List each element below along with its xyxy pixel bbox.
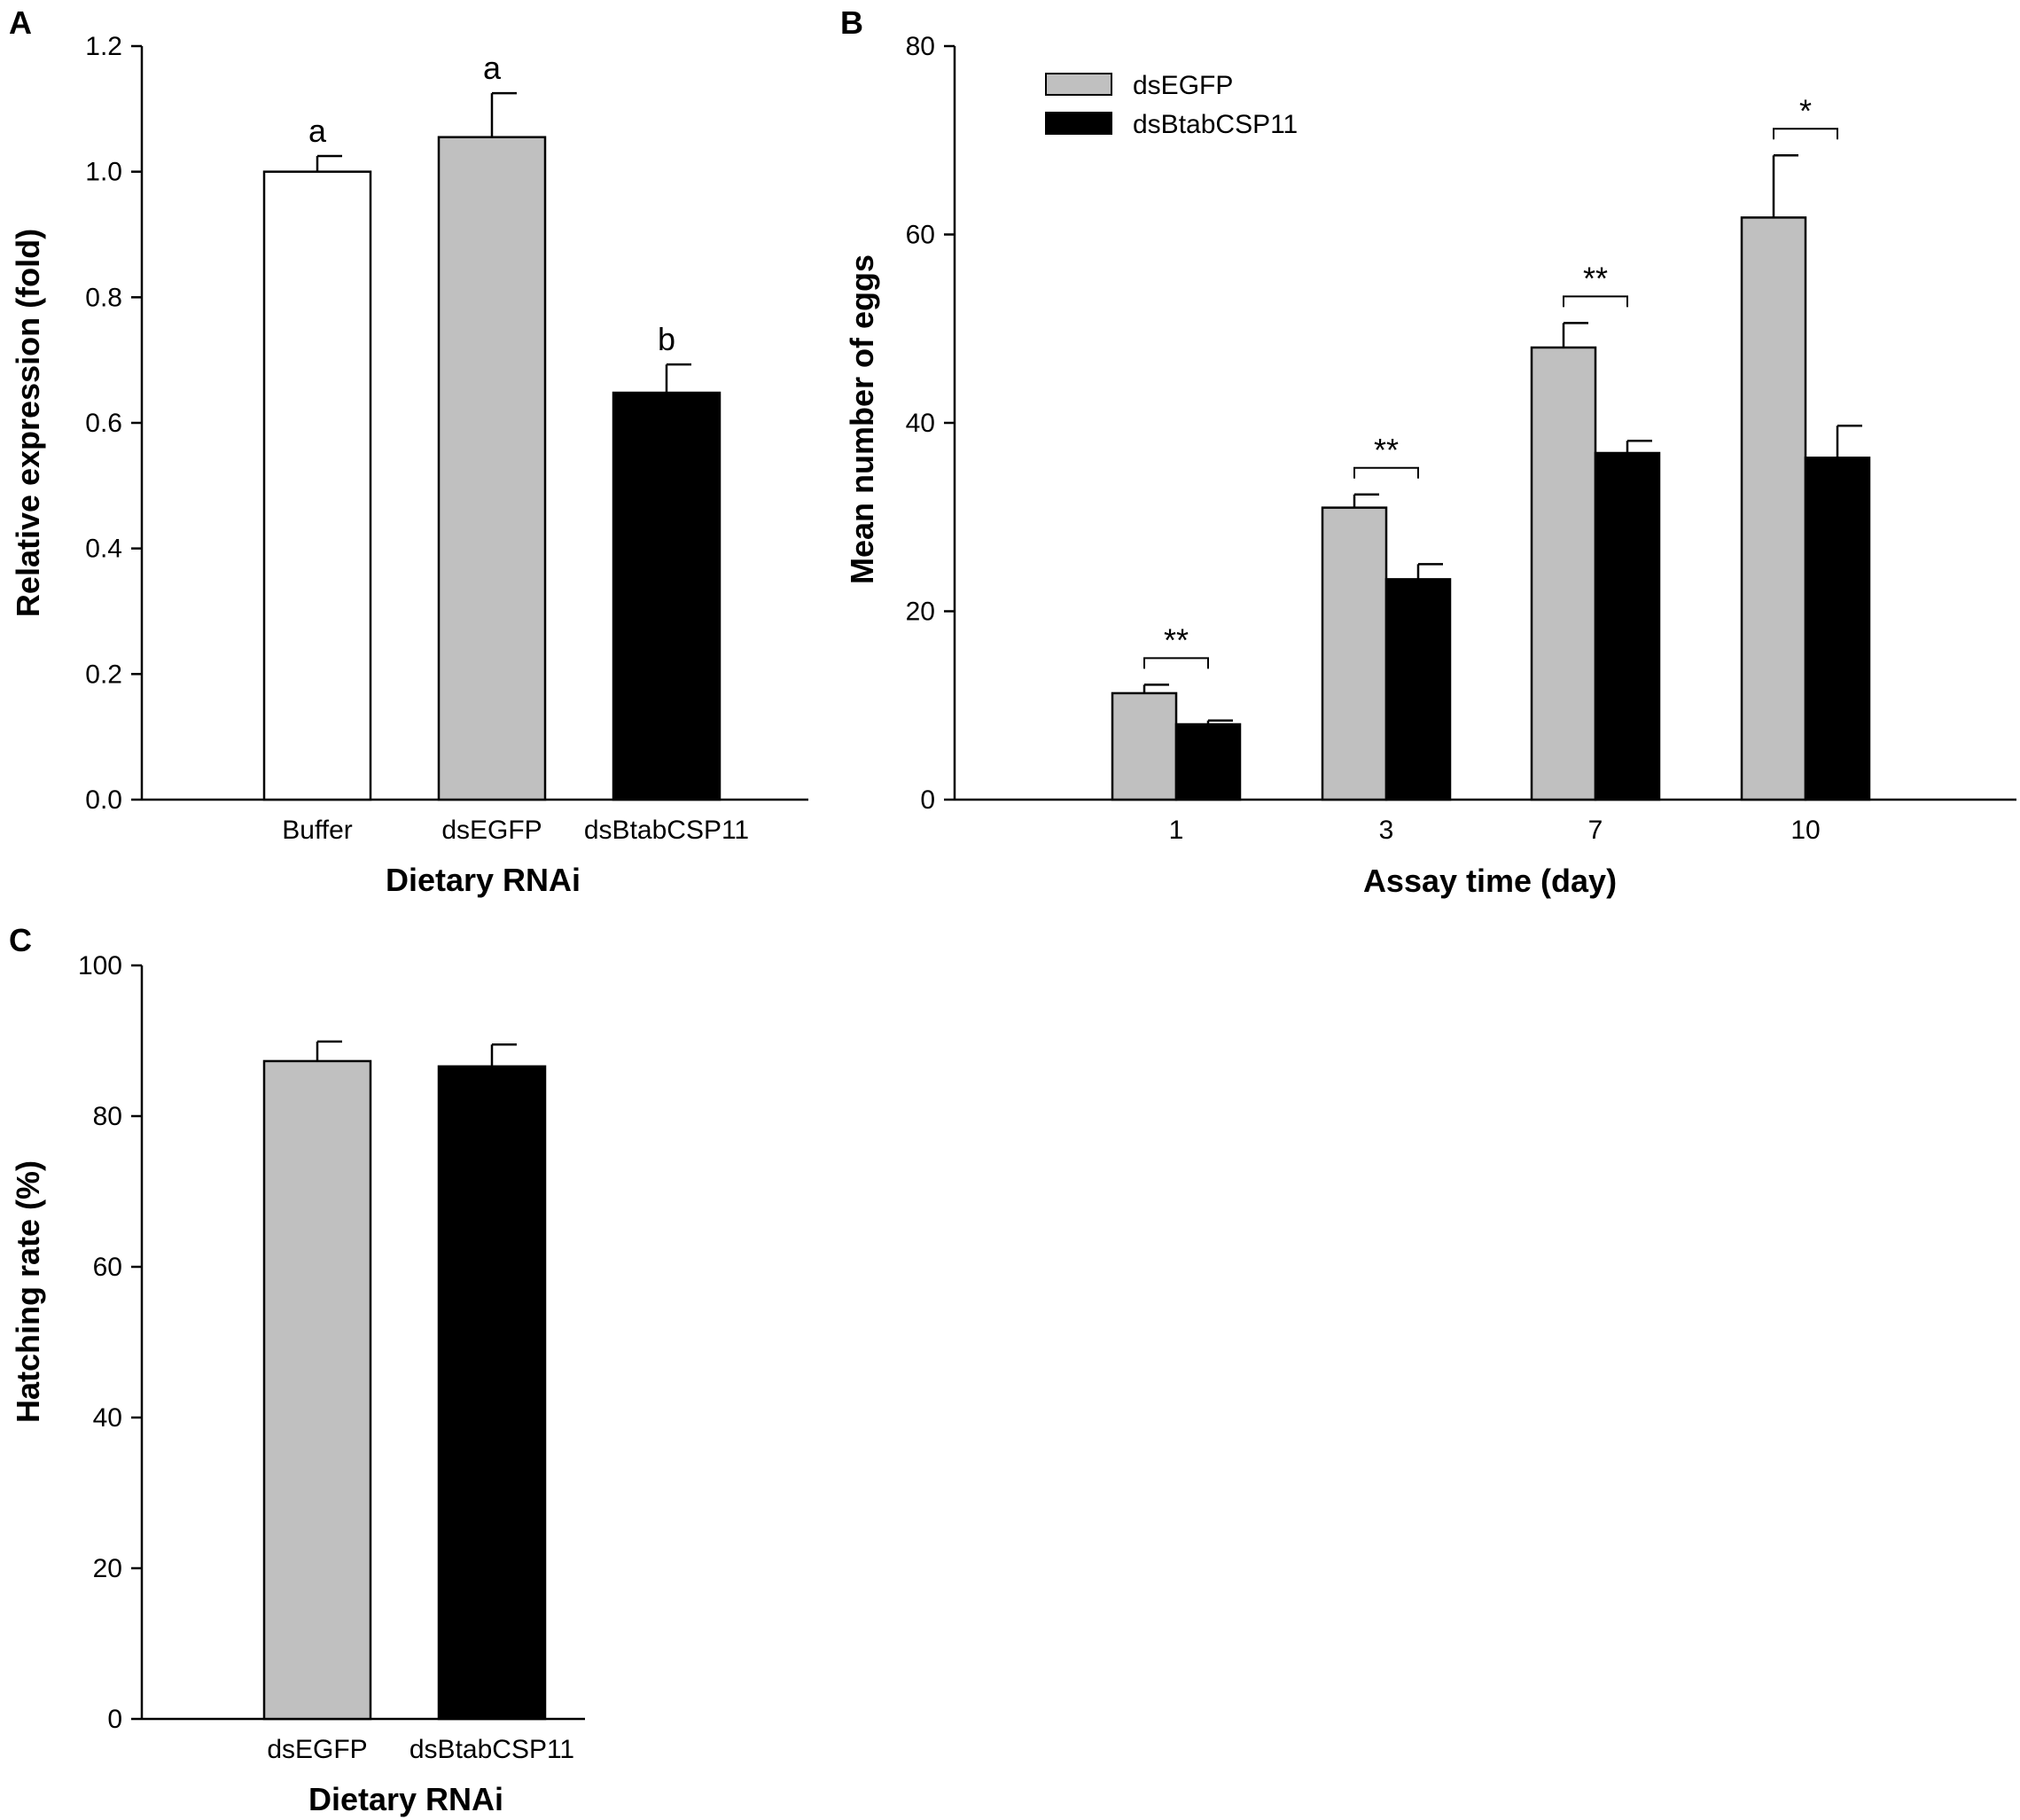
panel-b-bar [1804,457,1871,801]
legend-label-dsbtabcsp11: dsBtabCSP11 [1133,110,1298,139]
panel-c-label: C [9,922,32,958]
panel-a-y-axis-title: Relative expression (fold) [10,229,46,617]
panel-a-y-tick-label: 0.0 [85,785,122,815]
panel-a-x-tick-label: dsEGFP [441,816,542,845]
panel-b-significance-marker: ** [1374,432,1399,468]
panel-c-bar [437,1065,547,1721]
panel-a-bars: a a b [262,50,721,801]
panel-c-bars [262,1040,547,1721]
panel-b-bar [1530,346,1597,801]
panel-b-significance-bracket [1143,657,1209,669]
panel-a-y-tick-label: 0.2 [85,660,122,689]
panel-b-x-tick-label: 1 [1169,816,1184,845]
panel-c-y-tick-label: 100 [78,951,122,980]
panel-a: A 0.0 0.2 0.4 0.6 0.8 1.0 1.2 a a b Buffer dsEGFP… [9,4,808,898]
panel-b-x-axis-title: Assay time (day) [1363,863,1617,899]
panel-b-significance-marker: * [1799,92,1812,129]
panel-a-x-axis-title: Dietary RNAi [386,862,581,898]
panel-c-y-tick-label: 60 [93,1253,122,1282]
panel-a-y-tick-label: 0.4 [85,535,122,564]
panel-b-y-axis-title: Mean number of eggs [844,254,880,584]
panel-c-bar [262,1059,372,1721]
panel-b-x-tick-label: 10 [1790,816,1820,845]
panel-c-y-tick-label: 40 [93,1403,122,1433]
panel-b-y-tick-label: 0 [920,785,935,815]
panel-a-bar [612,391,721,801]
legend-label-dsegfp: dsEGFP [1133,71,1233,100]
panel-b-y-ticks: 0 20 40 60 80 [906,32,955,815]
panel-a-bar [437,136,547,801]
panel-b-y-tick-label: 60 [906,221,935,250]
panel-c-y-tick-label: 0 [107,1705,122,1734]
panel-c-x-axis-title: Dietary RNAi [308,1781,503,1817]
panel-b-legend: dsEGFP dsBtabCSP11 [1045,71,1298,139]
panel-b-bar [1740,216,1807,801]
panel-c-x-tick-label: dsEGFP [267,1735,367,1764]
panel-c-y-tick-label: 80 [93,1102,122,1131]
legend-swatch-dsbtabcsp11 [1045,112,1112,135]
panel-c: C 0 20 40 60 80 100 dsEGFP dsBtabCSP11 Dietary… [9,922,585,1817]
panel-b-x-tick-label: 7 [1588,816,1603,845]
panel-b-bar [1384,578,1452,801]
panel-a-x-tick-label: dsBtabCSP11 [584,816,749,845]
panel-c-y-ticks: 0 20 40 60 80 100 [78,951,142,1734]
panel-b-significance-marker: ** [1164,621,1189,658]
panel-a-label: A [9,4,32,41]
panel-b-bar [1321,506,1388,801]
panel-b-y-tick-label: 20 [906,598,935,627]
panel-a-x-tick-label: Buffer [282,816,353,845]
panel-a-bar [262,170,372,801]
panel-a-y-tick-label: 1.0 [85,158,122,187]
panel-a-group-letter: a [483,50,502,86]
legend-swatch-dsegfp [1045,73,1112,96]
panel-b-significance-bracket [1563,295,1628,308]
panel-a-y-tick-label: 0.8 [85,283,122,312]
panel-a-y-ticks: 0.0 0.2 0.4 0.6 0.8 1.0 1.2 [85,32,142,815]
panel-c-x-tick-labels: dsEGFP dsBtabCSP11 [267,1735,574,1764]
panel-b-significance-bracket [1773,128,1838,140]
panel-b-significance: ******* [1143,92,1838,669]
panel-b-significance-bracket [1353,466,1419,479]
panel-a-y-tick-label: 1.2 [85,32,122,61]
panel-a-y-tick-label: 0.6 [85,409,122,438]
panel-b-bar [1594,451,1661,801]
panel-b-x-tick-labels: 1 3 7 10 [1169,816,1821,845]
panel-b-y-tick-label: 80 [906,32,935,61]
panel-b-x-tick-label: 3 [1379,816,1394,845]
panel-a-group-letter: a [308,113,327,149]
panel-b-bar [1174,723,1242,801]
panel-b-label: B [840,4,863,41]
panel-b-significance-marker: ** [1583,260,1608,296]
panel-c-y-axis-title: Hatching rate (%) [10,1160,46,1423]
panel-c-y-tick-label: 20 [93,1554,122,1583]
panel-b-y-tick-label: 40 [906,409,935,438]
panel-a-x-tick-labels: Buffer dsEGFP dsBtabCSP11 [282,816,749,845]
panel-a-group-letter: b [658,321,675,357]
panel-b-bars [1111,154,1871,801]
panel-c-x-tick-label: dsBtabCSP11 [409,1735,574,1764]
panel-b-bar [1111,691,1178,801]
